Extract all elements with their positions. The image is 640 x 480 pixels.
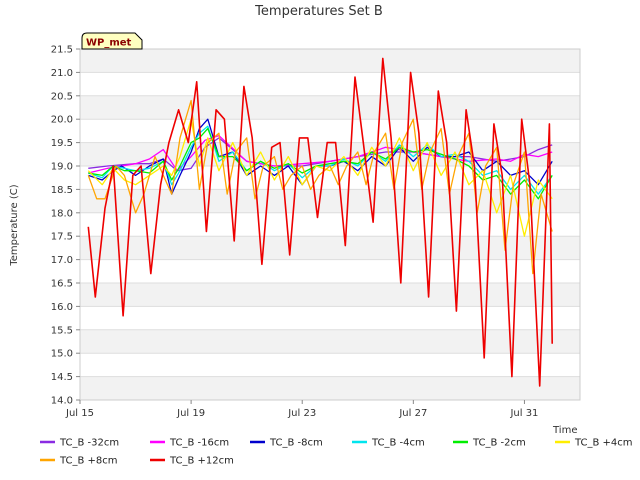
legend-label: TC_B +12cm [169, 456, 234, 467]
y-axis-label: Temperature (C) [9, 184, 20, 266]
legend-label: TC_B -2cm [472, 438, 526, 449]
legend-label: TC_B -8cm [269, 438, 323, 449]
series-line-2 [88, 134, 553, 174]
x-tick-label: Jul 19 [176, 408, 205, 419]
y-tick-label: 21.0 [51, 68, 73, 79]
legend-label: TC_B -16cm [169, 438, 229, 449]
y-axis-ticks: 14.0 14.5 15.0 15.5 16.0 16.5 17.0 17.5 18.0 18.5… [51, 45, 80, 407]
grid-band [80, 283, 580, 307]
y-tick-label: 20.5 [51, 91, 73, 102]
y-tick-label: 14.5 [51, 372, 73, 383]
y-tick-label: 17.0 [51, 255, 73, 266]
legend-label: TC_B -4cm [371, 438, 425, 449]
series-line-6 [87, 118, 553, 237]
y-tick-label: 19.0 [51, 162, 73, 173]
grid-bands [80, 49, 580, 400]
y-tick-label: 15.5 [51, 325, 73, 336]
y-tick-label: 20.0 [51, 115, 73, 126]
legend-label: TC_B -32cm [59, 438, 119, 449]
y-tick-label: 21.5 [51, 45, 73, 56]
x-tick-label: Jul 15 [65, 408, 94, 419]
grid-band [80, 95, 580, 120]
chart-title: Temperatures Set B [254, 4, 383, 19]
series-line-8 [87, 57, 553, 387]
site-badge-label: WP_met [86, 38, 132, 49]
grid-band [80, 49, 580, 73]
series-lines [87, 57, 553, 387]
x-tick-label: Jul 27 [398, 408, 427, 419]
x-tick-label: Jul 23 [287, 408, 316, 419]
y-tick-label: 16.0 [51, 302, 73, 313]
x-tick-label: Jul 31 [509, 408, 538, 419]
y-tick-label: 18.5 [51, 185, 73, 196]
site-badge: WP_met [81, 32, 143, 50]
x-axis-ticks: Jul 15 Jul 19 Jul 23 Jul 27 Jul 31 [65, 400, 538, 419]
y-tick-label: 15.0 [51, 349, 73, 360]
grid-band [80, 376, 580, 400]
legend-label: TC_B +8cm [59, 456, 118, 467]
y-tick-label: 18.0 [51, 208, 73, 219]
legend: TC_B -32cm TC_B -16cm TC_B -8cm TC_B -4cm TC… [40, 438, 633, 467]
grid-band [80, 236, 580, 260]
y-tick-label: 14.0 [51, 396, 73, 407]
plot-frame [79, 48, 581, 401]
y-tick-label: 16.5 [51, 279, 73, 290]
y-tick-label: 17.5 [51, 232, 73, 243]
grid-band [80, 189, 580, 213]
x-axis-label: Time [552, 425, 577, 436]
y-tick-label: 19.5 [51, 138, 73, 149]
series-line-5 [88, 127, 553, 200]
series-line-7 [87, 99, 553, 275]
legend-label: TC_B +4cm [574, 438, 633, 449]
grid-band [80, 329, 580, 354]
